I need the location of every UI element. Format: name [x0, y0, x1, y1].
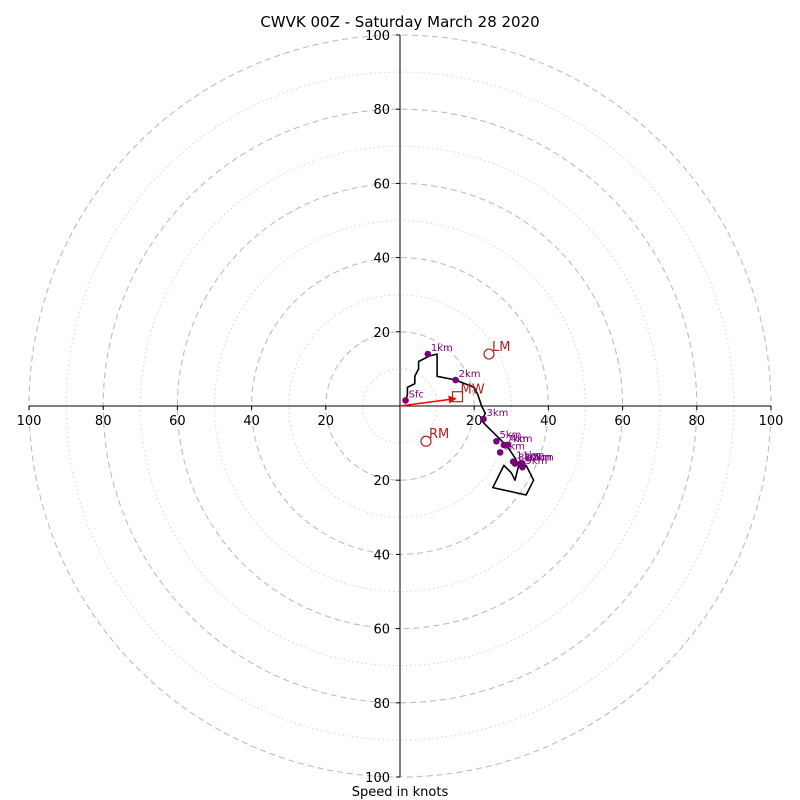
storm-motion-markers: LM MW RM — [420, 340, 511, 447]
height-marker-label: 8km — [518, 453, 540, 464]
height-marker-label: 3km — [486, 408, 508, 419]
shear-arrow — [399, 395, 457, 407]
height-marker-point — [493, 437, 500, 445]
height-marker-label: 5km — [499, 430, 521, 441]
y-tick-label: 40 — [373, 252, 390, 267]
storm-motion-label: RM — [429, 427, 449, 442]
chart-title: CWVK 00Z - Saturday March 28 2020 — [260, 13, 539, 31]
height-marker-label: 6km — [503, 441, 525, 452]
storm-motion-square — [451, 391, 464, 403]
height-marker-point — [519, 460, 526, 467]
height-marker-point — [424, 350, 432, 358]
y-tick-label: 40 — [373, 548, 390, 563]
height-marker-label: 2km — [459, 369, 481, 380]
height-marker-label: 1km — [431, 343, 453, 354]
storm-motion-circle — [420, 435, 432, 447]
y-tick-label: 100 — [365, 771, 390, 786]
height-marker-label: 12km — [525, 453, 553, 464]
y-tick-label: 20 — [373, 326, 390, 341]
y-tick-label: 80 — [373, 697, 390, 712]
x-tick-label: 60 — [614, 414, 631, 429]
height-marker-label: Sfc — [409, 389, 424, 400]
height-marker-label: 4km — [511, 434, 533, 445]
x-tick-label: 100 — [759, 414, 784, 429]
height-marker-label: 11km — [516, 451, 544, 462]
height-marker-point — [496, 449, 504, 456]
x-tick-label: 20 — [318, 414, 335, 429]
height-marker-point — [452, 376, 459, 384]
x-axis-label: Speed in knots — [352, 785, 449, 800]
tick-marks: 100 80 60 40 20 20 40 60 80 100 100 80 60 40 20 20 40 60 8… — [17, 29, 784, 786]
y-tick-label: 60 — [373, 177, 390, 192]
y-tick-label: 100 — [365, 29, 390, 44]
height-marker-point — [500, 441, 508, 449]
storm-motion-label: MW — [461, 383, 485, 398]
x-tick-label: 80 — [689, 414, 706, 429]
height-marker-point — [402, 397, 409, 404]
storm-motion-label: LM — [492, 340, 510, 355]
x-tick-label: 60 — [169, 414, 186, 429]
x-tick-label: 40 — [540, 414, 557, 429]
x-tick-label: 80 — [95, 414, 112, 429]
height-marker-label: 9km — [525, 456, 547, 467]
y-tick-label: 20 — [373, 474, 390, 489]
shear-vector — [399, 395, 457, 407]
storm-motion-circle — [483, 348, 495, 360]
x-tick-label: 20 — [466, 414, 483, 429]
x-tick-label: 40 — [243, 414, 260, 429]
x-tick-label: 100 — [17, 414, 42, 429]
height-marker-point — [480, 415, 487, 423]
height-marker-point — [509, 458, 517, 465]
y-tick-label: 80 — [373, 103, 390, 118]
y-tick-label: 60 — [373, 623, 390, 638]
height-marker-label: 10km — [524, 453, 552, 464]
height-marker-label: 7km — [507, 434, 529, 445]
